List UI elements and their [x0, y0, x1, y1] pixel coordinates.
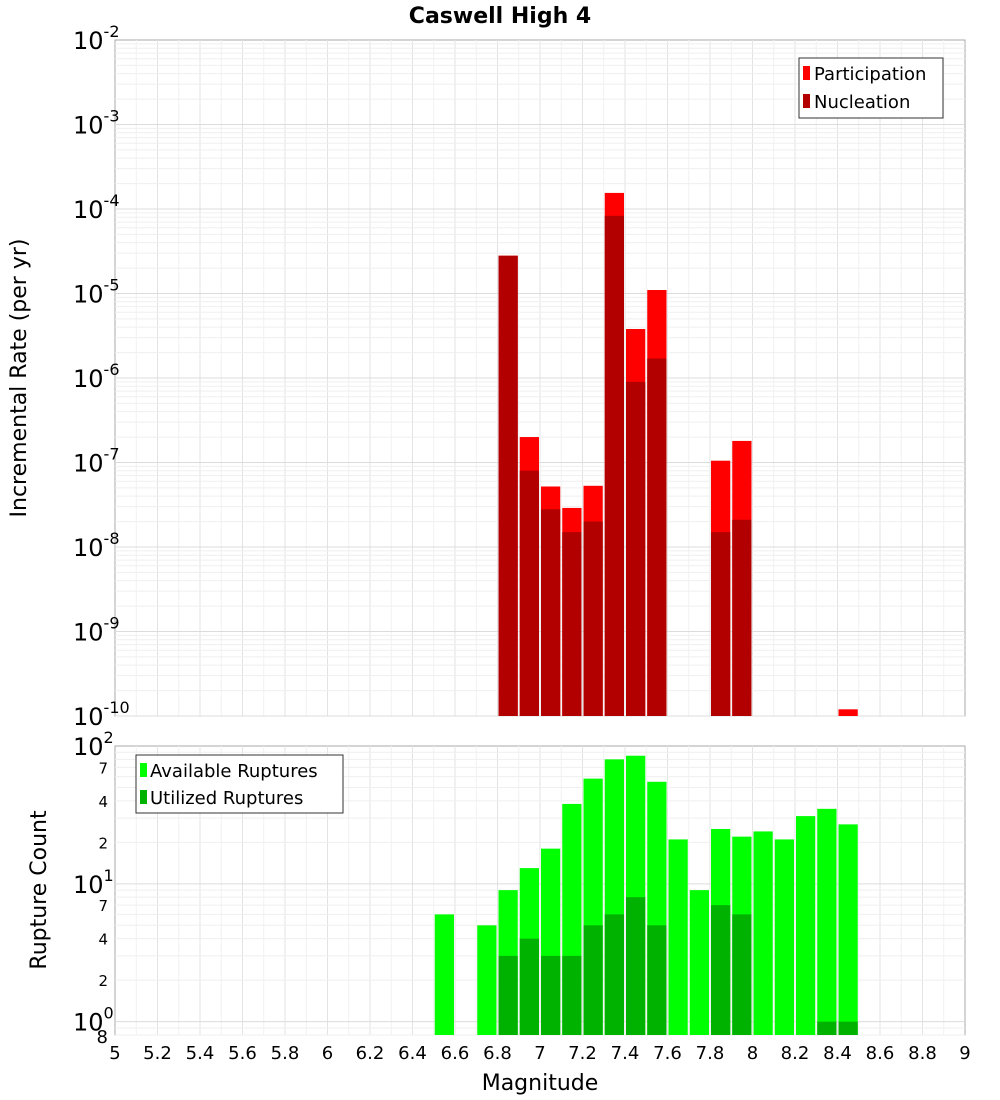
bottom-bars	[434, 755, 858, 1035]
legend-label-nucleation: Nucleation	[814, 92, 910, 113]
x-tick-label: 8.8	[908, 1043, 937, 1064]
bottom-y-axis-label: Rupture Count	[27, 810, 52, 970]
y-tick-label: 10-3	[73, 107, 120, 140]
y-tick-label: 7	[98, 759, 108, 777]
y-tick-label: 2	[98, 834, 108, 852]
legend-label-available: Available Ruptures	[150, 761, 318, 782]
y-tick-label: 10-2	[73, 22, 120, 55]
y-tick-label: 10-10	[73, 698, 130, 731]
legend-swatch-participation	[803, 66, 810, 80]
chart-title: Caswell High 4	[409, 4, 591, 29]
x-tick-label: 6.8	[483, 1043, 512, 1064]
x-tick-label: 5	[109, 1043, 120, 1064]
bar	[668, 839, 688, 1035]
x-tick-label: 9	[959, 1043, 970, 1064]
y-tick-label: 10-8	[73, 529, 120, 562]
y-tick-label: 2	[98, 972, 108, 990]
x-tick-labels: 5 5.2 5.4 5.6 5.8 6 6.2 6.4 6.6 6.8 7 7.2 7.4 7.6 7.8 8…	[109, 1043, 970, 1064]
x-tick-label: 5.4	[186, 1043, 215, 1064]
bar	[796, 816, 816, 1035]
bar	[647, 358, 667, 716]
x-tick-label: 7.2	[568, 1043, 597, 1064]
bar	[604, 215, 624, 717]
y-tick-label: 10-7	[73, 445, 120, 478]
bar	[711, 532, 731, 716]
bar	[711, 905, 731, 1035]
x-tick-label: 8	[747, 1043, 758, 1064]
legend-swatch-nucleation	[803, 94, 810, 108]
bar	[519, 470, 539, 716]
y-tick-label: 7	[98, 897, 108, 915]
x-tick-label: 8.6	[866, 1043, 895, 1064]
legend-swatch-available	[140, 763, 147, 777]
bar	[774, 839, 794, 1035]
bar	[541, 955, 561, 1035]
bottom-panel: 102 101 100 7 4 2 7 4 2 8 5 5.2 5.4 5.6 5.8 6 6.2 6.4 6.6…	[27, 728, 971, 1096]
bar	[519, 938, 539, 1035]
bar	[498, 955, 518, 1035]
bar	[498, 255, 518, 716]
legend-label-utilized: Utilized Ruptures	[150, 788, 303, 809]
y-tick-label: 10-6	[73, 360, 120, 393]
bar	[477, 925, 497, 1035]
x-tick-label: 6.6	[441, 1043, 470, 1064]
bar	[838, 709, 858, 716]
x-tick-label: 5.6	[228, 1043, 257, 1064]
y-tick-label: 102	[73, 728, 114, 761]
y-tick-label: 10-4	[73, 191, 120, 224]
bar	[732, 914, 752, 1035]
x-tick-label: 7.8	[696, 1043, 725, 1064]
y-tick-label: 101	[73, 866, 114, 899]
bottom-y-tick-labels: 102 101 100 7 4 2 7 4 2 8	[73, 728, 114, 1048]
y-tick-label: 10-9	[73, 614, 120, 647]
x-tick-label: 7	[534, 1043, 545, 1064]
bar	[583, 925, 603, 1035]
top-legend-box	[798, 57, 944, 119]
bar	[817, 808, 837, 1035]
y-tick-label: 8	[97, 1027, 108, 1048]
bar	[626, 381, 646, 716]
bar	[434, 914, 454, 1035]
x-tick-label: 7.6	[653, 1043, 682, 1064]
top-bars	[498, 192, 858, 717]
bar	[541, 509, 561, 716]
bar	[689, 890, 709, 1035]
y-tick-label: 10-5	[73, 276, 120, 309]
bar	[838, 1021, 858, 1035]
bar	[562, 532, 582, 716]
x-tick-label: 8.2	[781, 1043, 810, 1064]
top-y-axis-label: Incremental Rate (per yr)	[7, 239, 32, 518]
x-tick-label: 5.2	[143, 1043, 172, 1064]
bar	[817, 1021, 837, 1035]
x-tick-label: 7.4	[611, 1043, 640, 1064]
y-tick-label: 4	[98, 793, 108, 811]
x-tick-label: 6.4	[398, 1043, 427, 1064]
bar	[626, 897, 646, 1035]
y-tick-label: 100	[73, 1004, 114, 1037]
bar	[583, 521, 603, 716]
bottom-legend-box	[135, 754, 344, 814]
x-axis-label: Magnitude	[482, 1071, 599, 1096]
bar	[732, 519, 752, 716]
legend-swatch-utilized	[140, 790, 147, 804]
bar	[562, 955, 582, 1035]
bar	[753, 831, 773, 1035]
x-tick-label: 6	[322, 1043, 333, 1064]
y-tick-label: 4	[98, 931, 108, 949]
top-legend: Participation Nucleation	[798, 57, 944, 119]
top-panel: 10-2 10-3 10-4 10-5 10-6 10-7 10-8 10-9 10-10 In…	[7, 22, 966, 731]
x-tick-label: 6.2	[356, 1043, 385, 1064]
bar	[604, 914, 624, 1035]
top-grid	[115, 40, 965, 717]
x-tick-label: 5.8	[271, 1043, 300, 1064]
legend-label-participation: Participation	[814, 64, 926, 85]
x-tick-label: 8.4	[823, 1043, 852, 1064]
bar	[647, 925, 667, 1035]
bar	[838, 824, 858, 1035]
bottom-legend: Available Ruptures Utilized Ruptures	[135, 754, 344, 814]
top-y-tick-labels: 10-2 10-3 10-4 10-5 10-6 10-7 10-8 10-9 10-10	[73, 22, 130, 731]
